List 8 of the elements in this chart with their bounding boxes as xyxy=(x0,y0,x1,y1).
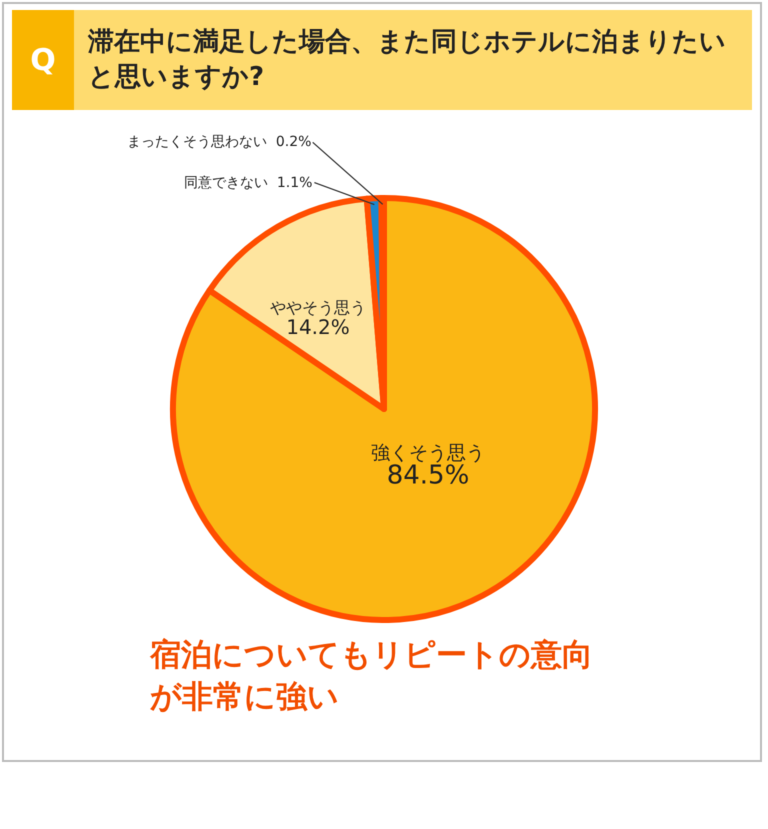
slice-label: 強くそう思う xyxy=(371,442,485,464)
slice-label: ややそう思う xyxy=(270,298,366,317)
text: Q xyxy=(12,10,74,110)
slice-label: まったくそう思わない 0.2% xyxy=(127,134,312,150)
slice-label: 同意できない 1.1% xyxy=(184,175,312,191)
text: 宿泊についてもリピートの意向が非常に強い xyxy=(150,636,594,717)
chart-title: 滞在中に満足した場合、また同じホテルに泊まりたいと思いますか? xyxy=(86,26,727,94)
data-label: 14.2% xyxy=(286,314,350,339)
